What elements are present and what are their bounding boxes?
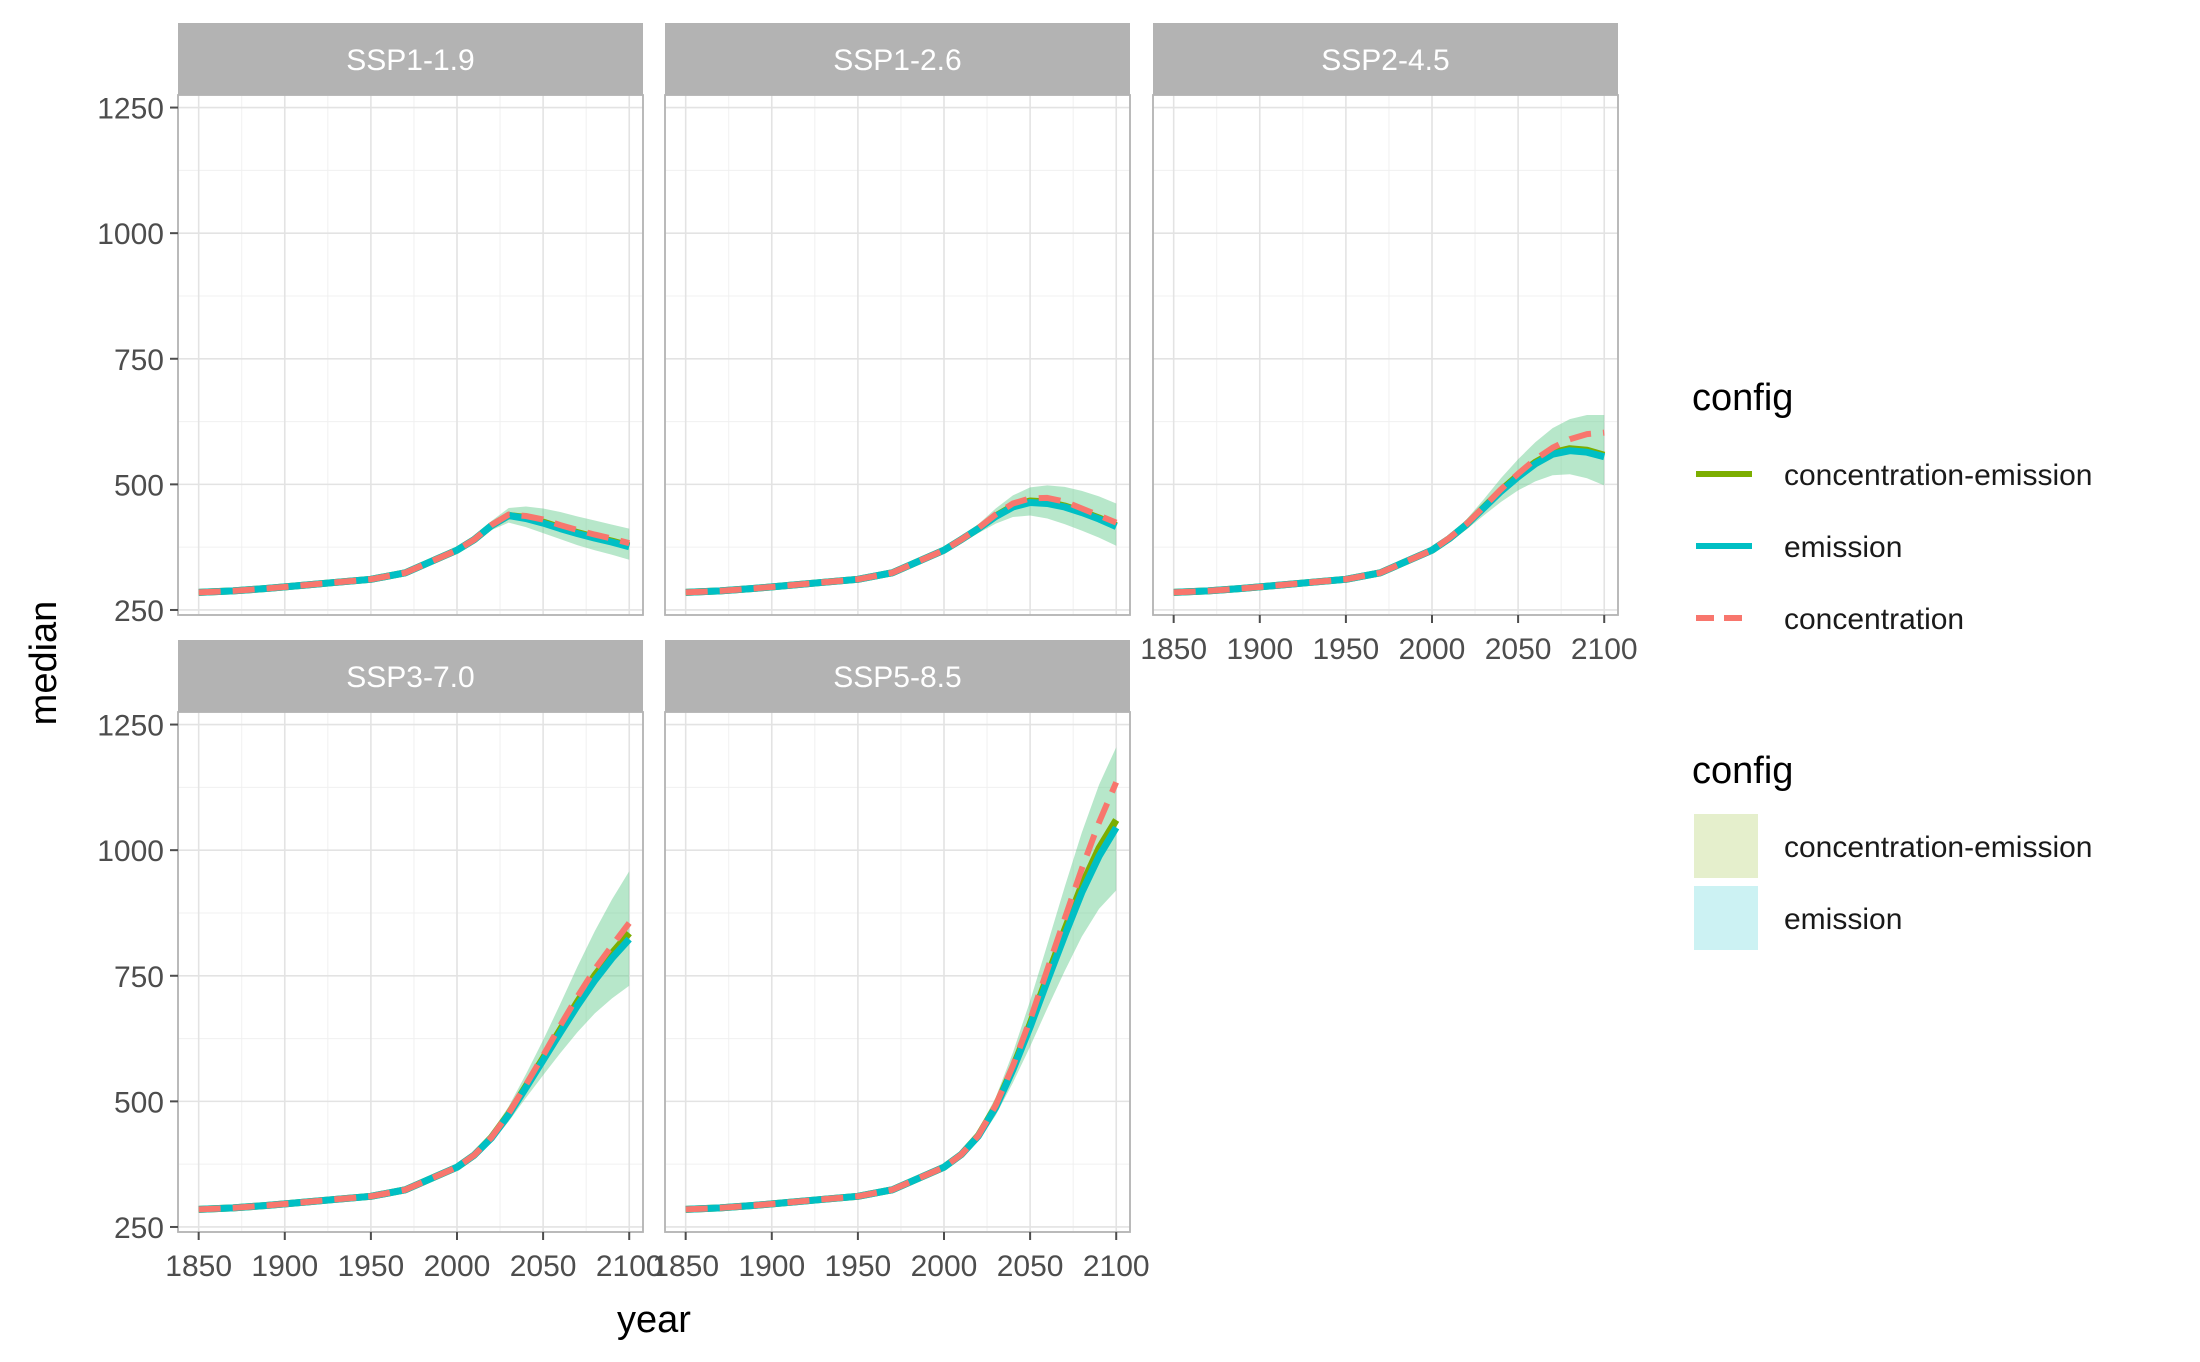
x-tick-label: 1900 <box>738 1250 805 1283</box>
panel-background <box>1153 95 1618 615</box>
x-axis-title: year <box>617 1299 691 1341</box>
y-tick-label: 250 <box>114 595 164 628</box>
panel-strip-label: SSP5-8.5 <box>833 661 961 694</box>
panel-strip <box>1153 23 1618 95</box>
y-tick-label: 250 <box>114 1212 164 1245</box>
y-tick-label: 500 <box>114 1086 164 1119</box>
series-line-concentration <box>198 511 630 596</box>
x-tick-label: 1950 <box>338 1250 405 1283</box>
panel-strip <box>665 640 1130 712</box>
series-line-concentration <box>198 921 632 1213</box>
y-tick-label: 1250 <box>97 93 164 126</box>
panel-background <box>178 712 643 1232</box>
y-tick-label: 750 <box>114 344 164 377</box>
legend-label: concentration-emission <box>1784 459 2092 492</box>
x-tick-label: 2000 <box>424 1250 491 1283</box>
panel-background <box>665 95 1130 615</box>
legend-key-fill <box>1694 814 1758 878</box>
y-tick-label: 750 <box>114 961 164 994</box>
legend-key-fill <box>1694 886 1758 950</box>
y-tick-label: 1250 <box>97 710 164 743</box>
x-tick-label: 2050 <box>1485 633 1552 666</box>
x-tick-label: 1850 <box>652 1250 719 1283</box>
panel-strip <box>178 23 643 95</box>
legend-label: concentration-emission <box>1784 831 2092 864</box>
x-tick-label: 1950 <box>1313 633 1380 666</box>
panel-border <box>664 711 1131 1233</box>
x-tick-label: 2050 <box>510 1250 577 1283</box>
legend-title: config <box>1692 377 1793 419</box>
x-tick-label: 2100 <box>1083 1250 1150 1283</box>
x-tick-label: 2000 <box>1399 633 1466 666</box>
panel-strip <box>178 640 643 712</box>
legend-label: concentration <box>1784 603 1964 636</box>
panel-border <box>664 94 1131 616</box>
panel-strip-label: SSP1-2.6 <box>833 44 961 77</box>
panel-strip <box>665 23 1130 95</box>
x-tick-label: 2100 <box>596 1250 663 1283</box>
panel-border <box>177 94 644 616</box>
panel-SSP5-8.5: SSP5-8.5 1850 1900 1950 2000 2050 2100 <box>652 640 1150 1283</box>
series-line-concentration <box>685 781 1119 1213</box>
panel-SSP1-1.9: SSP1-1.9 250 500 750 1000 1250 <box>97 23 644 628</box>
panel-strip-label: SSP3-7.0 <box>346 661 474 694</box>
x-tick-label: 2050 <box>997 1250 1064 1283</box>
uncertainty-band <box>198 871 630 1211</box>
panel-SSP3-7.0: SSP3-7.0 250 500 750 1000 1250 1850 1900 1950 200… <box>97 640 663 1283</box>
legend-lines: config concentration-emission emission conc… <box>1692 377 2092 636</box>
series-line-concentration <box>1173 429 1605 596</box>
legend-title: config <box>1692 750 1793 792</box>
x-tick-label: 2000 <box>911 1250 978 1283</box>
legend-label: emission <box>1784 903 1902 936</box>
x-tick-label: 1950 <box>825 1250 892 1283</box>
y-axis-title: median <box>23 601 65 726</box>
panel-SSP2-4.5: SSP2-4.5 1850 1900 1950 2000 2050 2100 <box>1140 23 1638 666</box>
x-tick-label: 1850 <box>165 1250 232 1283</box>
panel-border <box>1152 94 1619 616</box>
x-tick-label: 1850 <box>1140 633 1207 666</box>
legend-fills: config concentration-emission emission <box>1692 750 2092 950</box>
panel-strip-label: SSP2-4.5 <box>1321 44 1449 77</box>
y-tick-label: 500 <box>114 469 164 502</box>
y-tick-label: 1000 <box>97 835 164 868</box>
y-tick-label: 1000 <box>97 218 164 251</box>
x-tick-label: 1900 <box>1226 633 1293 666</box>
panel-SSP1-2.6: SSP1-2.6 <box>664 23 1131 616</box>
panel-strip-label: SSP1-1.9 <box>346 44 474 77</box>
series-line-concentration <box>685 494 1118 596</box>
panel-border <box>177 711 644 1233</box>
legend-label: emission <box>1784 531 1902 564</box>
uncertainty-band <box>1173 415 1605 594</box>
x-tick-label: 2100 <box>1571 633 1638 666</box>
x-tick-label: 1900 <box>251 1250 318 1283</box>
